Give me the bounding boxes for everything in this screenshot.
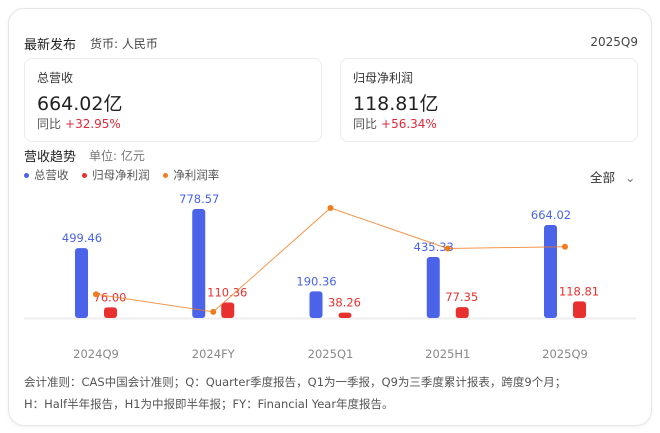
x-tick-label: 2025H1 (425, 347, 470, 361)
revenue-label: 190.36 (296, 274, 336, 288)
profit-label: 76.00 (94, 290, 127, 304)
revenue-label: 499.46 (62, 231, 102, 245)
profit-bar (221, 302, 235, 318)
metric-value: 118.81亿 (353, 93, 439, 115)
profit-label: 110.36 (207, 286, 247, 300)
revenue-label: 778.57 (179, 192, 219, 206)
profit-label: 77.35 (445, 290, 478, 304)
yoy-value: +32.95% (65, 117, 121, 131)
margin-point (444, 245, 451, 252)
yoy-label: 同比 (353, 117, 378, 131)
revenue-label: 664.02 (531, 208, 571, 222)
yoy-label: 同比 (37, 117, 62, 131)
revenue-bar (544, 225, 557, 318)
margin-point (93, 291, 99, 298)
chevron-down-icon: ⌄ (625, 170, 636, 185)
header-title: 最新发布 (24, 38, 77, 53)
margin-point (327, 205, 334, 211)
margin-point (210, 308, 217, 315)
profit-bar (338, 312, 352, 318)
trend-unit: 单位: 亿元 (89, 149, 145, 163)
profit-bar (455, 307, 469, 318)
footnote-line-2: H：Half半年报告，H1为中报即半年报；FY：Financial Year年度… (24, 397, 394, 411)
revenue-bar (75, 248, 88, 318)
profit-label: 118.81 (559, 284, 599, 298)
metric-label: 总营收 (37, 71, 74, 85)
metric-card-revenue: 总营收 664.02亿 同比 +32.95% (24, 58, 322, 142)
financial-card (8, 8, 652, 426)
period-label: 2025Q9 (590, 35, 638, 49)
legend-profit[interactable]: 归母净利润 (82, 168, 150, 182)
revenue-bar (426, 257, 440, 318)
trend-title: 营收趋势 (24, 150, 77, 165)
metric-label: 归母净利润 (353, 71, 414, 85)
yoy-value: +56.34% (381, 117, 437, 131)
x-tick-label: 2025Q9 (542, 347, 588, 361)
x-tick-label: 2024Q9 (73, 347, 119, 361)
dot-icon (82, 173, 88, 178)
revenue-bar (192, 209, 206, 318)
profit-label: 38.26 (328, 296, 361, 310)
dot-icon (163, 173, 169, 178)
profit-bar (104, 307, 117, 318)
revenue-label: 435.33 (414, 240, 454, 254)
dot-icon (24, 173, 29, 178)
profit-bar (573, 301, 586, 318)
margin-point (562, 243, 568, 250)
chart: 499.46 76.00 2024Q9 778.57 110.36 2024FY 190.3… (24, 192, 636, 361)
x-tick-label: 2024FY (192, 347, 236, 361)
metric-value: 664.02亿 (37, 93, 123, 115)
legend-revenue[interactable]: 总营收 (24, 168, 69, 182)
revenue-bar (309, 291, 323, 318)
x-tick-label: 2025Q1 (308, 347, 354, 361)
legend: 总营收 归母净利润 净利润率 (24, 167, 219, 183)
metric-card-profit: 归母净利润 118.81亿 同比 +56.34% (340, 58, 638, 142)
legend-margin[interactable]: 净利润率 (163, 168, 219, 182)
footnote-line-1: 会计准则：CAS中国会计准则；Q：Quarter季度报告，Q1为一季报，Q9为三… (24, 375, 567, 389)
filter-dropdown[interactable]: 全部 ⌄ (590, 170, 636, 185)
currency-label: 货币: 人民币 (90, 37, 158, 51)
